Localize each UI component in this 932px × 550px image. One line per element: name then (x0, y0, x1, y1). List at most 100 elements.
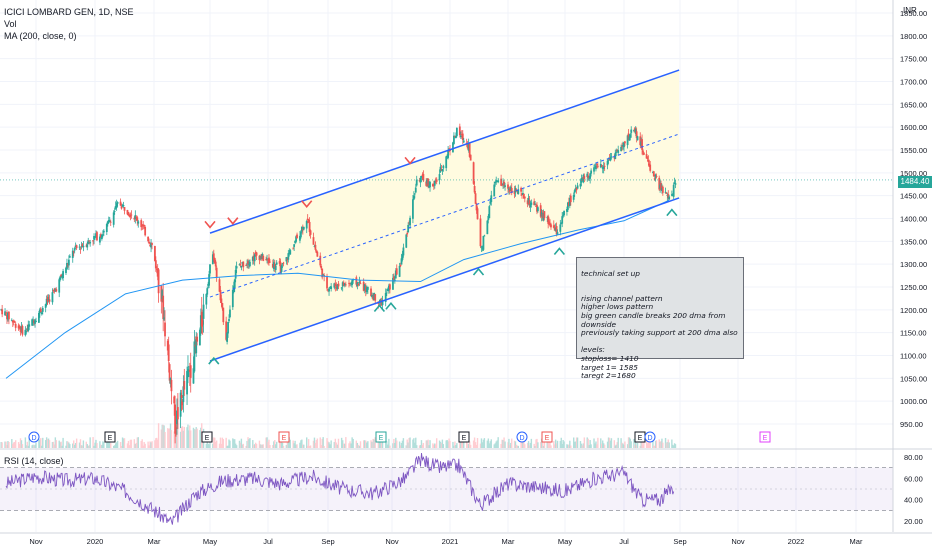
volume-bar (289, 439, 291, 448)
candle-body (160, 285, 163, 302)
event-badge[interactable]: E (278, 431, 290, 443)
candle-body (144, 227, 147, 236)
candle-body (221, 303, 224, 309)
volume-bar (422, 442, 425, 448)
event-badge[interactable]: E (458, 431, 470, 443)
volume-bar (267, 441, 269, 448)
event-letter: E (638, 435, 643, 442)
candle-body (126, 209, 129, 215)
candle-body (205, 293, 208, 305)
event-badge[interactable]: D (644, 431, 656, 443)
candle-body (73, 248, 76, 251)
rsi-legend[interactable]: RSI (14, close) (4, 456, 64, 466)
candle-body (112, 212, 115, 225)
volume-bar (517, 445, 519, 448)
event-badge[interactable]: D (516, 431, 528, 443)
candle-body (313, 245, 316, 247)
symbol-title[interactable]: ICICI LOMBARD GEN, 1D, NSE (4, 7, 134, 17)
candle-body (154, 246, 156, 261)
volume-bar (266, 437, 268, 448)
candle-body (289, 250, 292, 255)
candle-body (96, 232, 98, 241)
candle-body (215, 267, 218, 278)
candle-body (461, 133, 464, 141)
volume-bar (109, 442, 111, 448)
candle-body (357, 283, 360, 286)
volume-bar (190, 430, 192, 448)
event-badge[interactable]: E (759, 431, 771, 443)
volume-bar (389, 445, 391, 448)
volume-bar (497, 437, 499, 448)
event-badge[interactable]: E (104, 431, 116, 443)
volume-bar (337, 438, 340, 448)
volume-bar (261, 444, 263, 448)
candle-body (513, 190, 516, 195)
candle-body (235, 266, 238, 269)
volume-bar (72, 443, 74, 448)
candle-body (137, 221, 140, 224)
candle-body (379, 299, 382, 303)
annotation-note[interactable]: technical set up rising channel pattern … (576, 257, 744, 380)
event-badge[interactable]: D (28, 431, 40, 443)
candle-body (594, 167, 596, 169)
candle-body (626, 135, 629, 146)
candle-body (475, 203, 478, 211)
volume-bar (95, 439, 97, 448)
volume-bar (535, 439, 537, 448)
volume-bar (269, 445, 271, 448)
candles[interactable] (0, 123, 893, 444)
volume-bar (569, 440, 571, 448)
volume-bar (206, 437, 208, 448)
candle-body (489, 201, 492, 204)
volume-bar (20, 440, 23, 448)
volume-bar (192, 427, 195, 448)
candle-body (294, 240, 296, 243)
candle-body (106, 221, 109, 225)
candle-body (27, 324, 30, 331)
candle-body (306, 218, 309, 220)
price-tick-label: 1400.00 (900, 215, 927, 224)
note-body: rising channel pattern higher lows patte… (581, 293, 738, 381)
candle-body (267, 259, 269, 261)
event-badge[interactable]: E (375, 431, 387, 443)
candle-body (567, 201, 570, 206)
volume-bar (536, 438, 538, 448)
volume-bar (260, 444, 263, 448)
candle-body (394, 270, 397, 279)
volume-bar (4, 441, 6, 448)
volume-bar (626, 444, 629, 448)
channel-lines[interactable] (209, 69, 680, 362)
volume-bar (65, 445, 67, 448)
volume-bar (549, 437, 551, 448)
volume-bar (629, 438, 632, 448)
volume-bar (81, 445, 84, 448)
candle-body (648, 163, 651, 165)
volume-bar (456, 443, 458, 448)
candle-body (305, 221, 308, 229)
candle-body (219, 289, 222, 301)
volume-bar (340, 437, 343, 448)
candle-body (373, 292, 376, 301)
volume-bar (245, 445, 247, 448)
candle-body (408, 222, 411, 224)
volume-legend[interactable]: Vol (4, 19, 17, 29)
candle-body (401, 254, 404, 260)
candle-body (12, 320, 15, 323)
candle-body (629, 134, 632, 138)
event-badge[interactable]: E (541, 431, 553, 443)
candle-body (609, 157, 612, 161)
volume-bar (135, 442, 137, 448)
event-badge[interactable]: E (201, 431, 213, 443)
volume-bar (548, 440, 550, 448)
candle-body (426, 180, 429, 184)
candle-body (233, 279, 236, 289)
candle-body (292, 248, 295, 250)
event-badge[interactable]: E (634, 431, 646, 443)
volume-bar (395, 437, 397, 448)
dividend-circle (28, 431, 40, 443)
ma-legend[interactable]: MA (200, close, 0) (4, 31, 77, 41)
volume-bar (636, 442, 639, 448)
volume-bar (55, 440, 58, 448)
